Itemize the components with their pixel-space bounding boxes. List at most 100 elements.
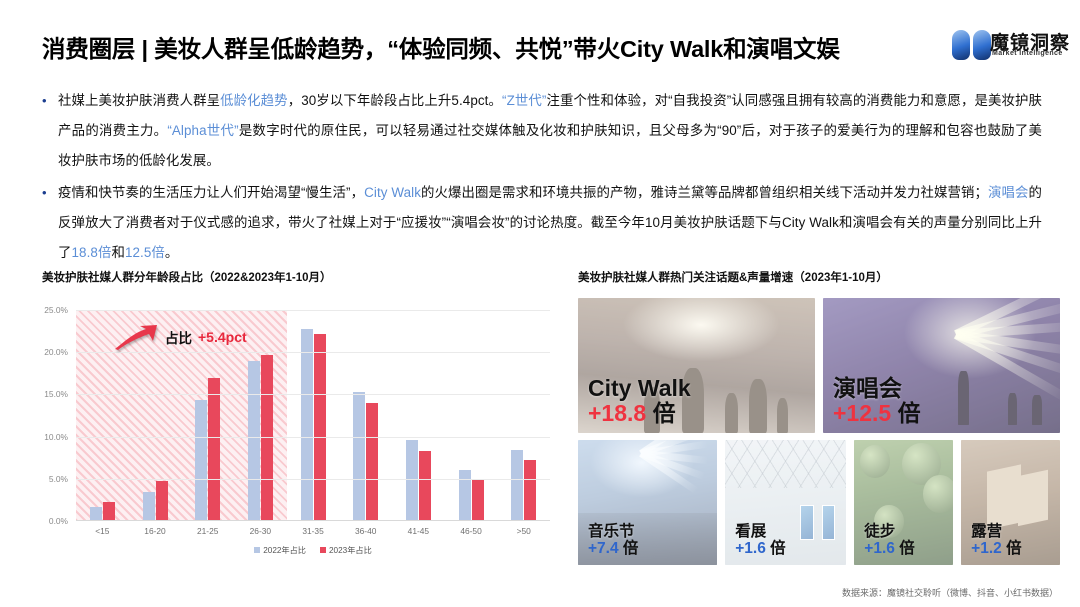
legend-swatch bbox=[254, 547, 261, 553]
tile-caption: 徒步 +1.6 倍 bbox=[854, 523, 915, 565]
gridline bbox=[76, 478, 550, 480]
hiking-photo bbox=[854, 440, 954, 565]
topic-tile[interactable]: 看展 +1.6 倍 bbox=[725, 440, 847, 565]
bar-2022年占比-41-45 bbox=[405, 439, 418, 521]
bar-group bbox=[287, 310, 340, 521]
bar-2023年占比-<15 bbox=[102, 502, 115, 521]
topic-name: 徒步 bbox=[864, 523, 896, 541]
bar-2023年占比-46-50 bbox=[471, 478, 484, 521]
bar-2023年占比-21-25 bbox=[208, 377, 221, 521]
art-exhibition-photo bbox=[725, 440, 847, 565]
bullet-highlight: 演唱会 bbox=[987, 185, 1029, 200]
brand-logo: 魔镜洞察 Market Intelligence bbox=[952, 28, 1072, 68]
growth-unit: 倍 bbox=[897, 399, 921, 426]
bar-groups bbox=[76, 310, 550, 521]
photo-overlay bbox=[961, 440, 1060, 565]
bar-group bbox=[392, 310, 445, 521]
music-festival-photo bbox=[578, 440, 718, 565]
topic-tile[interactable]: 音乐节 +7.4 倍 bbox=[578, 440, 718, 565]
bar-group bbox=[497, 310, 550, 521]
bullet-highlight: “Z世代” bbox=[502, 93, 547, 108]
photo-overlay bbox=[578, 298, 815, 433]
growth-value: +18.8 bbox=[588, 399, 647, 426]
topic-tile[interactable]: 徒步 +1.6 倍 bbox=[854, 440, 954, 565]
bullet-segment: ，30岁以下年龄段占比上升5.4pct。 bbox=[287, 93, 503, 108]
bar-2023年占比-36-40 bbox=[366, 402, 379, 521]
right-panel-title: 美妆护肤社媒人群热门关注话题&声量增速（2023年1-10月） bbox=[578, 272, 888, 284]
tile-caption: 看展 +1.6 倍 bbox=[725, 523, 786, 565]
growth-value: +7.4 bbox=[588, 539, 619, 557]
topic-name: 演唱会 bbox=[833, 375, 902, 402]
annotation-value: +5.4pct bbox=[198, 329, 247, 345]
topic-name: 露营 bbox=[971, 523, 1003, 541]
x-axis-line bbox=[76, 520, 550, 521]
bar-2023年占比-26-30 bbox=[260, 354, 273, 521]
bullet-marker: • bbox=[42, 93, 47, 108]
bullet-item: • 社媒上美妆护肤消费人群呈低龄化趋势，30岁以下年龄段占比上升5.4pct。“Z… bbox=[42, 86, 1042, 176]
topic-growth: +1.6 倍 bbox=[864, 539, 915, 557]
tile-caption: City Walk +18.8 倍 bbox=[578, 376, 691, 433]
topic-growth: +7.4 倍 bbox=[588, 539, 639, 557]
x-axis-label: 31-35 bbox=[302, 526, 324, 536]
x-axis-label: >50 bbox=[516, 526, 531, 536]
tile-caption: 音乐节 +7.4 倍 bbox=[578, 523, 639, 565]
gridline bbox=[76, 310, 550, 311]
topic-name: City Walk bbox=[588, 375, 691, 402]
topic-growth: +1.6 倍 bbox=[735, 539, 786, 557]
bullet-highlight: City Walk bbox=[364, 185, 422, 200]
x-axis-label: 26-30 bbox=[249, 526, 272, 536]
topic-name: 音乐节 bbox=[588, 523, 635, 541]
chart-legend: 2022年占比 2023年占比 bbox=[76, 544, 550, 556]
topic-tile[interactable]: 演唱会 +12.5 倍 bbox=[823, 298, 1060, 433]
growth-value: +1.2 bbox=[971, 539, 1002, 557]
topic-growth: +1.2 倍 bbox=[971, 539, 1022, 557]
bullet-item: • 疫情和快节奏的生活压力让人们开始渴望“慢生活”，City Walk的火爆出圈是… bbox=[42, 178, 1042, 268]
y-axis-tick: 0.0% bbox=[48, 516, 68, 526]
y-axis-tick: 25.0% bbox=[44, 305, 68, 315]
photo-overlay bbox=[578, 440, 718, 565]
growth-unit: 倍 bbox=[899, 539, 915, 557]
tile-caption: 演唱会 +12.5 倍 bbox=[823, 376, 921, 433]
growth-unit: 倍 bbox=[1006, 539, 1022, 557]
legend-label: 2022年占比 bbox=[263, 546, 306, 555]
left-chart-title: 美妆护肤社媒人群分年龄段占比（2022&2023年1-10月） bbox=[42, 272, 332, 284]
topic-growth: +12.5 倍 bbox=[833, 399, 921, 426]
chart-annotation: 占比 +5.4pct bbox=[113, 323, 247, 351]
bar-2023年占比-41-45 bbox=[418, 450, 431, 521]
growth-unit: 倍 bbox=[770, 539, 786, 557]
concert-photo bbox=[823, 298, 1060, 433]
x-axis-label: 46-50 bbox=[460, 526, 482, 536]
growth-unit: 倍 bbox=[652, 399, 676, 426]
citywalk-photo bbox=[578, 298, 815, 433]
gridline bbox=[76, 352, 550, 354]
gridline bbox=[76, 436, 550, 438]
topic-row-secondary: 音乐节 +7.4 倍看展 +1.6 倍徒步 +1.6 倍露营 +1.2 倍 bbox=[578, 440, 1060, 565]
y-axis-tick: 5.0% bbox=[48, 473, 68, 484]
legend-item[interactable]: 2023年占比 bbox=[320, 544, 372, 556]
legend-label: 2023年占比 bbox=[329, 546, 372, 555]
plot-area bbox=[76, 310, 550, 521]
curved-up-arrow-icon bbox=[115, 325, 157, 350]
x-axis-label: 36-40 bbox=[354, 526, 377, 536]
bullet-highlight: 低龄化趋势 bbox=[220, 93, 288, 108]
bar-2023年占比-31-35 bbox=[313, 334, 326, 521]
topic-tile[interactable]: 露营 +1.2 倍 bbox=[961, 440, 1060, 565]
topic-tile-grid: City Walk +18.8 倍演唱会 +12.5 倍 音乐节 +7.4 倍看展 +1… bbox=[578, 298, 1060, 572]
y-axis-tick: 10.0% bbox=[44, 431, 68, 442]
topic-row-primary: City Walk +18.8 倍演唱会 +12.5 倍 bbox=[578, 298, 1060, 433]
x-axis-label: <15 bbox=[95, 526, 110, 536]
topic-tile[interactable]: City Walk +18.8 倍 bbox=[578, 298, 815, 433]
logo-name-cn: 魔镜洞察 bbox=[990, 33, 1071, 54]
magic-mirror-logo-icon bbox=[952, 30, 996, 60]
bar-2023年占比->50 bbox=[524, 460, 537, 521]
tile-caption: 露营 +1.2 倍 bbox=[961, 523, 1022, 565]
bar-2022年占比-26-30 bbox=[247, 360, 260, 521]
bullet-marker: • bbox=[42, 185, 47, 200]
y-axis-tick: 20.0% bbox=[44, 347, 68, 358]
growth-unit: 倍 bbox=[622, 539, 639, 557]
bar-2022年占比-16-20 bbox=[142, 492, 155, 521]
legend-item[interactable]: 2022年占比 bbox=[254, 544, 306, 556]
bullet-segment: 。 bbox=[164, 245, 179, 260]
growth-value: +1.6 bbox=[864, 539, 895, 557]
logo-name-en: Market Intelligence bbox=[992, 50, 1063, 57]
